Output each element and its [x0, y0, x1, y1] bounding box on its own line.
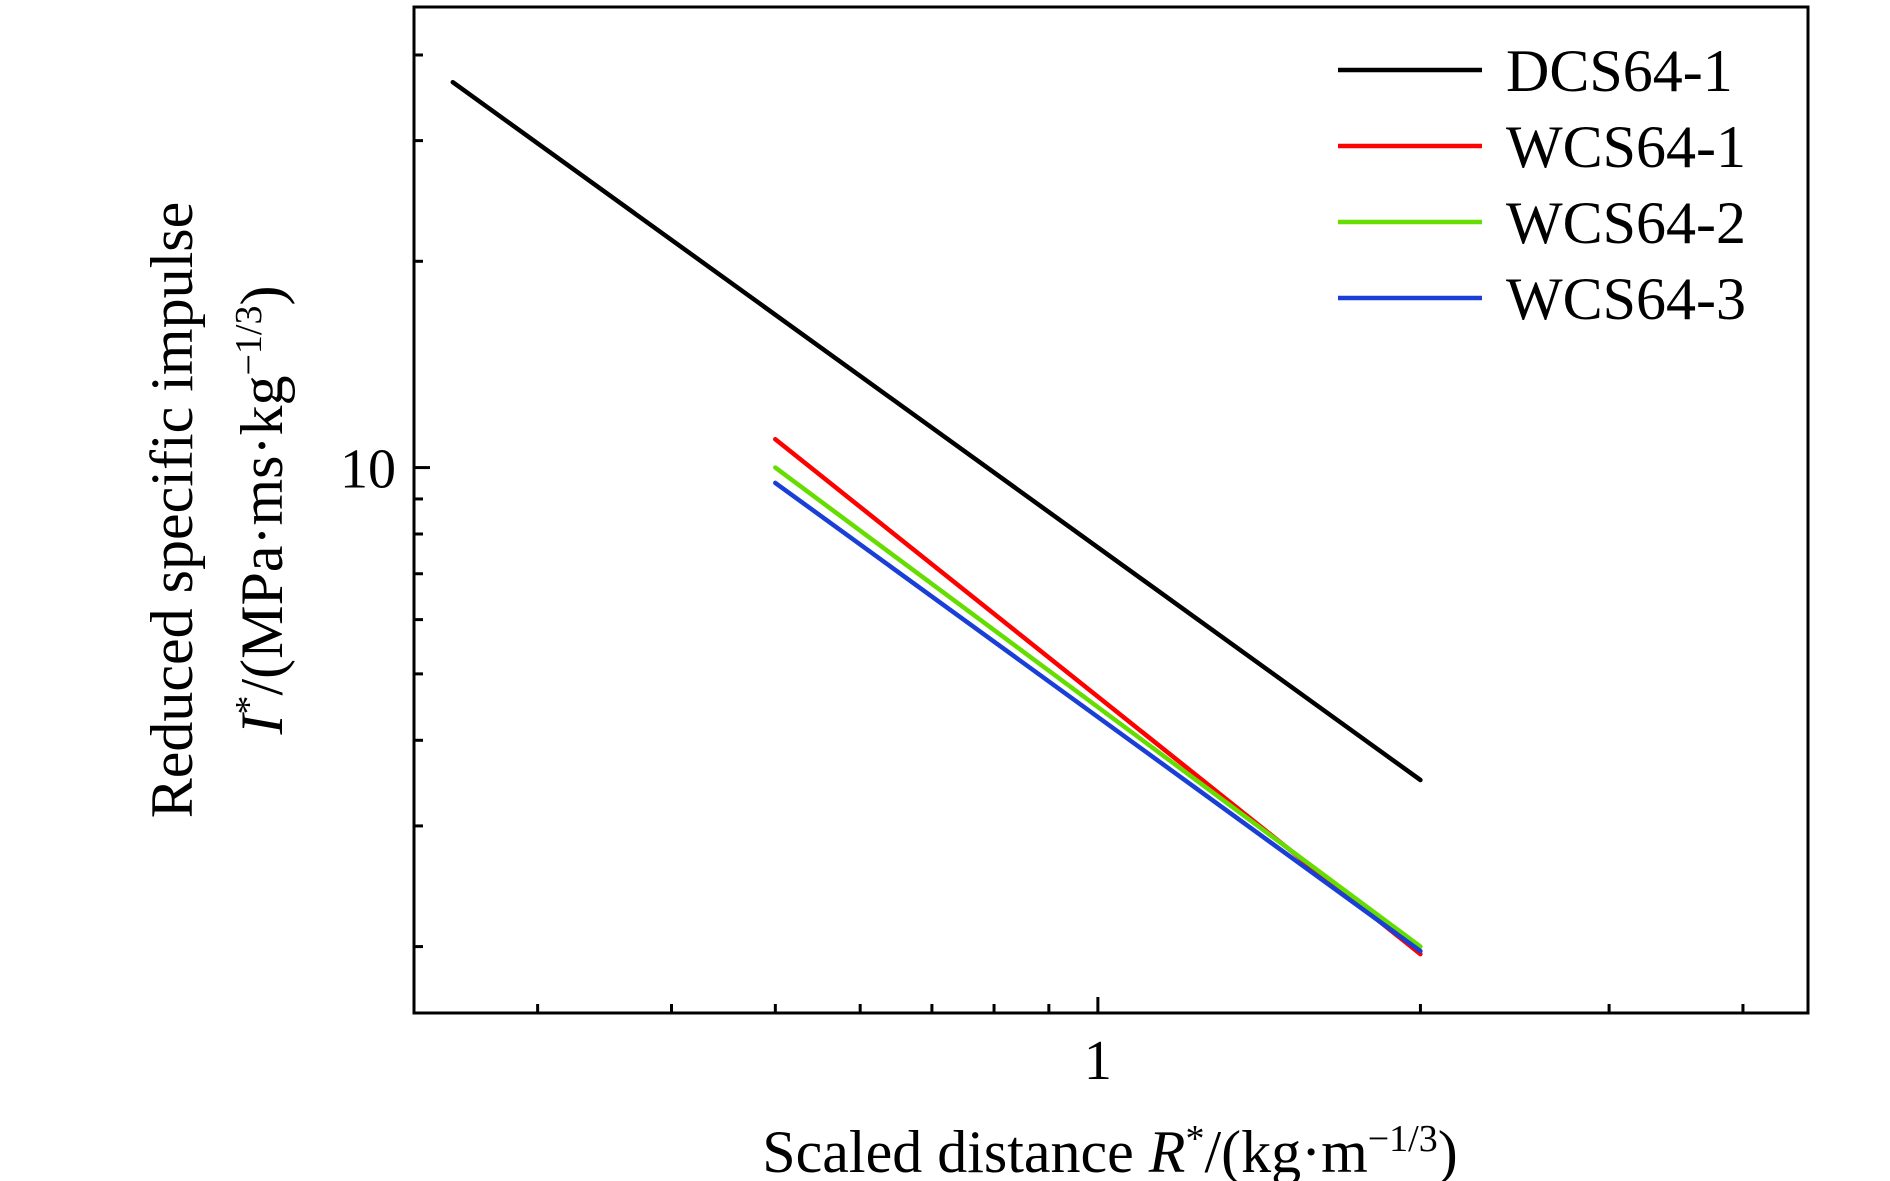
plot-frame — [412, 5, 1810, 1015]
series-lines — [450, 79, 1423, 957]
x-axis-label: Scaled distance R*/(kg·m−1/3) — [762, 1118, 1457, 1181]
x-axis-label-unit: /(kg·m — [1204, 1119, 1367, 1181]
axis-tick-labels: 1 10 — [340, 439, 1112, 1092]
y-axis-label-line1: Reduced specific impulse — [139, 202, 205, 818]
legend: DCS64-1 WCS64-1 WCS64-2 WCS64-3 — [1338, 38, 1746, 332]
y-axis-label-star: * — [228, 695, 270, 714]
y-axis-label-exponent: −1/3 — [228, 306, 270, 376]
legend-label: WCS64-1 — [1506, 114, 1746, 180]
legend-label: WCS64-2 — [1506, 190, 1746, 256]
y-axis-label-line2: I*/(MPa·ms·kg−1/3) — [228, 286, 295, 736]
y-axis-label-unit: /(MPa·ms·kg — [229, 376, 295, 696]
x-axis-label-prefix: Scaled distance — [762, 1119, 1149, 1181]
y-axis-label-symbol: I — [229, 711, 295, 735]
series-line-wcs64-2 — [773, 465, 1423, 949]
y-axis-label-close: ) — [229, 286, 295, 306]
x-tick-label: 1 — [1084, 1030, 1112, 1092]
x-axis-label-star: * — [1185, 1118, 1204, 1160]
legend-label: WCS64-3 — [1506, 266, 1746, 332]
x-axis-label-symbol: R — [1148, 1119, 1186, 1181]
x-axis-label-close: ) — [1438, 1119, 1458, 1181]
y-tick-label: 10 — [340, 439, 396, 501]
axis-ticks — [414, 53, 1745, 1013]
legend-label: DCS64-1 — [1506, 38, 1733, 104]
x-axis-label-exponent: −1/3 — [1368, 1118, 1438, 1160]
series-line-dcs64-1 — [450, 79, 1423, 783]
series-line-wcs64-3 — [773, 480, 1423, 954]
